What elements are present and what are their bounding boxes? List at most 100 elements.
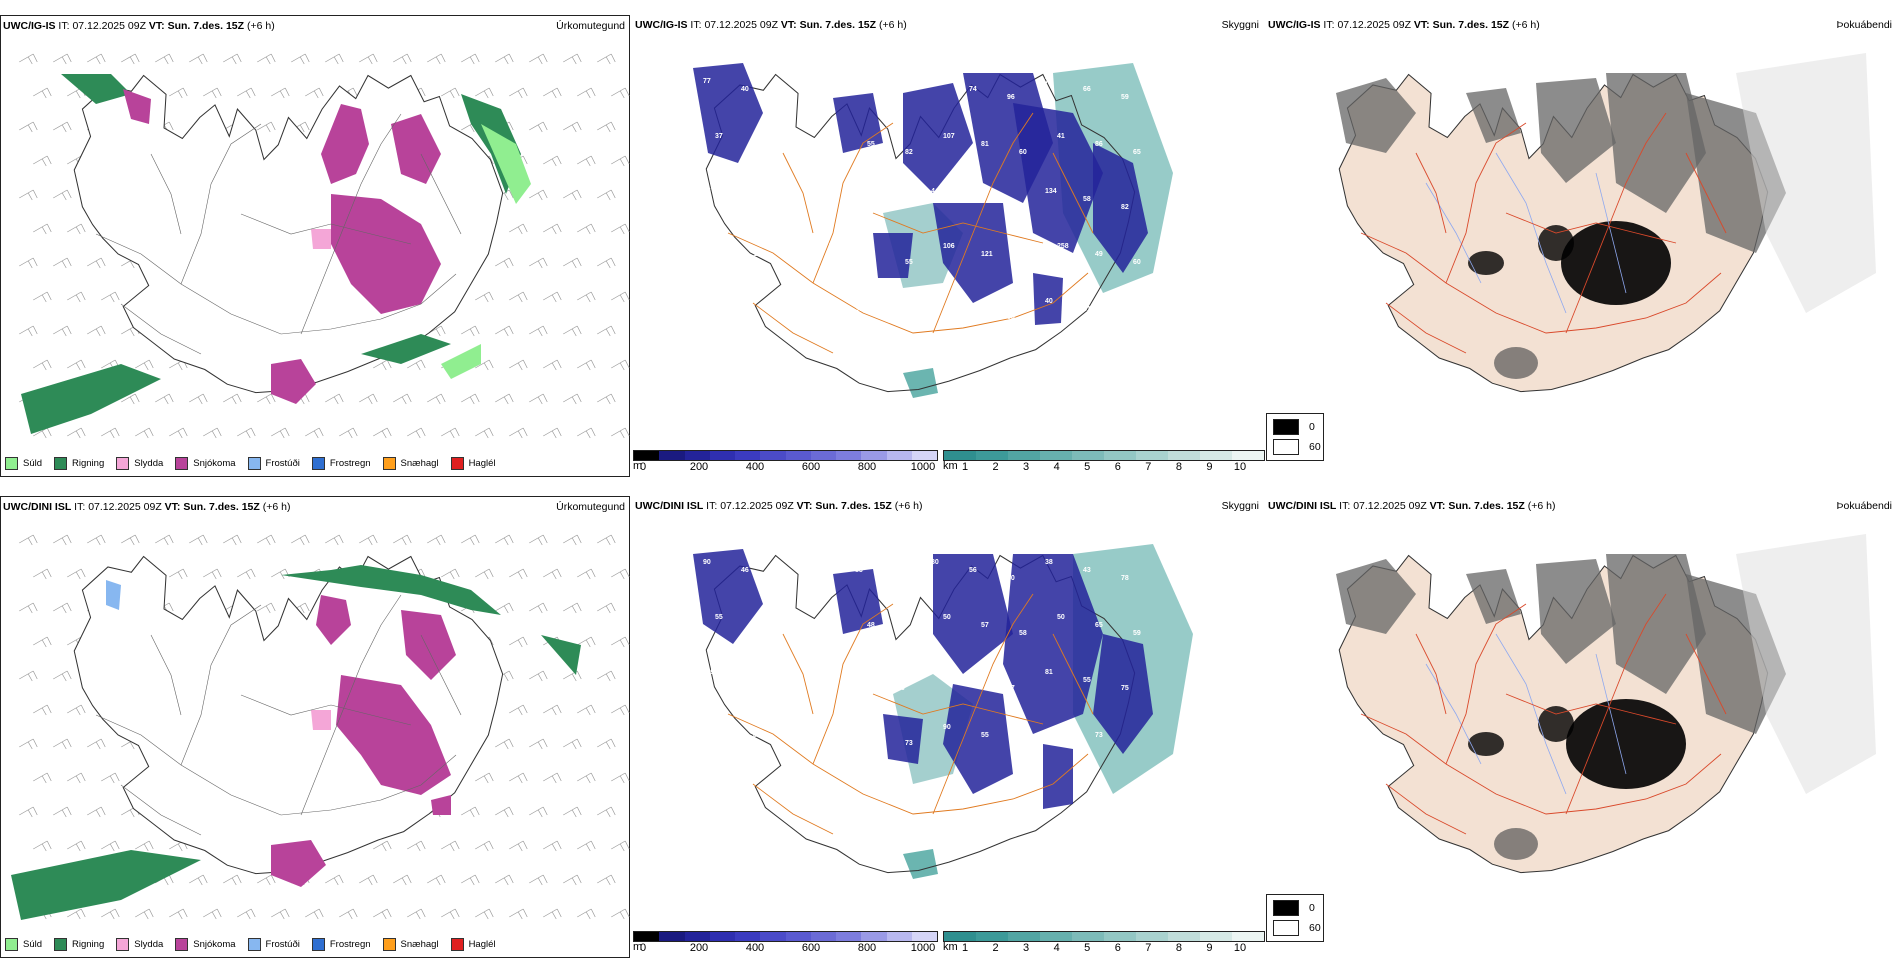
- wind-barb: [53, 806, 72, 818]
- wind-barb: [155, 534, 174, 546]
- colorbar-step: [1232, 451, 1264, 460]
- wind-barb: [155, 393, 174, 405]
- wind-barb: [475, 427, 494, 439]
- visibility-label: 41: [741, 306, 749, 313]
- precip-area: [431, 795, 451, 815]
- visibility-label: 55: [1083, 677, 1091, 684]
- panel-title: UWC/IG-IS IT: 07.12.2025 09Z VT: Sun. 7.…: [635, 19, 907, 31]
- blue-area: [693, 63, 763, 163]
- colorbar-tick: 10: [1233, 461, 1247, 473]
- visibility-label: 47: [753, 622, 761, 629]
- wind-barb: [529, 325, 548, 337]
- wind-barb: [563, 257, 582, 269]
- roads: [727, 593, 1094, 835]
- fog-area: [1336, 78, 1416, 153]
- wind-barb: [597, 602, 616, 614]
- legend-item: Slydda: [116, 938, 163, 951]
- visibility-label: 96: [1007, 94, 1015, 101]
- precip-area: [316, 595, 351, 645]
- wind-barb: [19, 121, 38, 133]
- road: [120, 303, 202, 355]
- visibility-label: 94: [855, 86, 863, 93]
- colorbar-tick: 5: [1084, 461, 1091, 473]
- wind-barb: [237, 87, 256, 99]
- panel-title: UWC/IG-IS IT: 07.12.2025 09Z VT: Sun. 7.…: [1268, 19, 1540, 31]
- wind-barb: [563, 189, 582, 201]
- visibility-label: 38: [1045, 559, 1053, 566]
- fog-area: [1466, 569, 1521, 624]
- wind-barb: [359, 53, 378, 65]
- wind-barb: [33, 291, 52, 303]
- colorbar-step: [911, 451, 937, 460]
- colorbar-step: [634, 932, 660, 941]
- wind-barb: [169, 908, 188, 920]
- road: [1052, 152, 1094, 234]
- fog-legend-low: 60: [1309, 441, 1321, 453]
- wind-barb: [509, 291, 528, 303]
- river: [1425, 182, 1482, 284]
- wind-barb: [19, 325, 38, 337]
- wind-barb: [87, 53, 106, 65]
- wind-barb: [33, 636, 52, 648]
- visibility-label: 59: [753, 361, 761, 368]
- wind-barb: [189, 53, 208, 65]
- colorbar-step: [785, 932, 811, 941]
- legend-label: Haglél: [468, 939, 496, 950]
- legend-item: Slydda: [116, 457, 163, 470]
- precip-area: [61, 74, 131, 104]
- wind-barb: [563, 325, 582, 337]
- colorbar-step: [1072, 451, 1104, 460]
- wind-barb: [577, 359, 596, 371]
- roads: [95, 594, 462, 836]
- wind-barb: [359, 534, 378, 546]
- road: [1360, 232, 1722, 334]
- blue-area: [1033, 273, 1063, 325]
- blue-areas: [693, 549, 1153, 809]
- wind-barb: [223, 534, 242, 546]
- visibility-label: 106: [943, 243, 955, 250]
- road: [932, 593, 1034, 815]
- colorbar-tick: 1000: [910, 461, 936, 473]
- wind-barb: [461, 53, 480, 65]
- wind-barb: [19, 670, 38, 682]
- visibility-label: 89: [1121, 314, 1129, 321]
- wind-barb: [495, 534, 514, 546]
- fog-legend-high-swatch: [1273, 900, 1299, 916]
- wind-barb: [67, 427, 86, 439]
- wind-barb: [223, 874, 242, 886]
- wind-barb: [543, 568, 562, 580]
- visibility-label: 53: [893, 204, 901, 211]
- wind-barb: [291, 534, 310, 546]
- wind-barb: [121, 53, 140, 65]
- fog-legend-low: 60: [1309, 922, 1321, 934]
- colorbar-step: [760, 932, 786, 941]
- wind-barb: [53, 189, 72, 201]
- blue-area: [1013, 103, 1103, 253]
- legend-item: Súld: [5, 457, 42, 470]
- wind-barb: [53, 53, 72, 65]
- river: [1595, 653, 1627, 775]
- wind-barb: [611, 636, 630, 648]
- colorbar-km: [943, 450, 1265, 461]
- wind-barb: [529, 121, 548, 133]
- visibility-label: 59: [779, 94, 787, 101]
- wind-barb: [325, 393, 344, 405]
- legend-label: Slydda: [134, 939, 164, 950]
- wind-barb: [563, 874, 582, 886]
- colorbar-step: [911, 932, 937, 941]
- wind-barb: [33, 568, 52, 580]
- visibility-label: 119: [703, 669, 714, 676]
- visibility-label: 37: [1007, 685, 1015, 692]
- legend-swatch: [116, 457, 130, 470]
- wind-barb: [597, 53, 616, 65]
- visibility-label: 55: [905, 259, 913, 266]
- roads: [727, 112, 1094, 354]
- roads: [95, 113, 462, 355]
- visibility-label: 75: [703, 188, 711, 195]
- precip-area: [311, 710, 331, 730]
- visibility-label: 62: [817, 78, 825, 85]
- colorbar-step: [760, 451, 786, 460]
- wind-barb: [305, 87, 324, 99]
- legend-label: Slydda: [134, 458, 164, 469]
- visibility-label: 82: [905, 149, 913, 156]
